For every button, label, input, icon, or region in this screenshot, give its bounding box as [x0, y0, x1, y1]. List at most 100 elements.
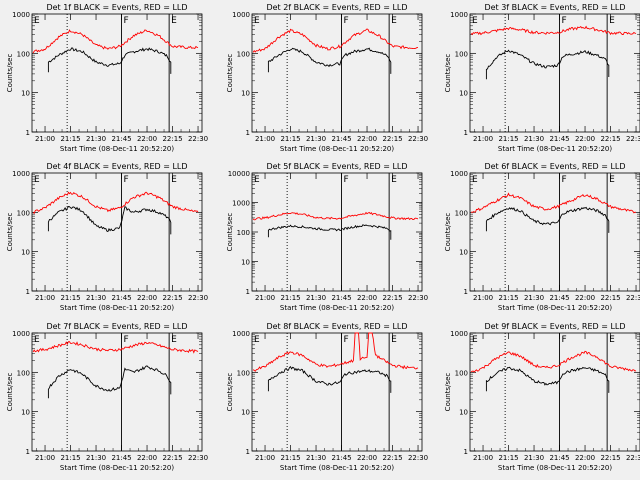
lld-series-line: [252, 28, 418, 53]
marker-label: F: [344, 175, 349, 185]
x-tick-label: 22:15: [382, 294, 402, 302]
chart-panel-4: Det 4f BLACK = Events, RED = LLD 1 10 100 10…: [6, 162, 208, 312]
x-tick-label: 22:30: [188, 135, 208, 143]
x-tick-label: 21:30: [524, 454, 544, 462]
x-tick-label: 22:30: [188, 294, 208, 302]
lld-series-line: [32, 341, 199, 354]
lld-series-line: [470, 192, 637, 214]
lld-series-line: [470, 350, 637, 373]
y-tick-label: 100: [237, 369, 250, 377]
x-tick-label: 22:15: [600, 135, 620, 143]
y-tick-label: 1000: [232, 11, 250, 19]
chart-panel-5: Det 5f BLACK = Events, RED = LLD 1 10 100 10…: [226, 162, 428, 312]
chart-title: Det 2f BLACK = Events, RED = LLD: [266, 3, 407, 12]
chart-title: Det 1f BLACK = Events, RED = LLD: [46, 3, 187, 12]
x-tick-label: 22:00: [357, 294, 377, 302]
plot-frame: [251, 332, 423, 452]
x-axis-label: Start Time (08-Dec-11 20:52:20): [60, 464, 174, 472]
y-tick-label: 10: [459, 90, 468, 98]
y-tick-label: 100: [455, 50, 468, 58]
x-tick-label: 21:45: [111, 294, 131, 302]
y-tick-label: 100: [17, 50, 30, 58]
x-tick-label: 21:15: [280, 454, 300, 462]
chart-title: Det 6f BLACK = Events, RED = LLD: [484, 162, 625, 171]
marker-label: E: [254, 16, 260, 26]
x-axis-label: Start Time (08-Dec-11 20:52:20): [60, 304, 174, 312]
x-tick-label: 22:00: [137, 454, 157, 462]
marker-label: F: [344, 335, 349, 345]
x-tick-label: 21:00: [35, 454, 55, 462]
marker-label: E: [472, 335, 478, 345]
marker-label: E: [472, 16, 478, 26]
y-tick-label: 10: [241, 409, 250, 417]
marker-label: E: [391, 335, 397, 345]
marker-label: E: [34, 16, 40, 26]
plot-frame: [469, 332, 640, 452]
y-tick-label: 100: [17, 369, 30, 377]
x-tick-label: 21:15: [498, 135, 518, 143]
y-axis-label: Counts/sec: [226, 213, 234, 252]
x-tick-label: 21:15: [280, 135, 300, 143]
y-tick-label: 1: [464, 448, 468, 456]
marker-label: E: [34, 335, 40, 345]
x-tick-label: 22:00: [137, 135, 157, 143]
x-tick-label: 21:45: [331, 454, 351, 462]
x-tick-label: 21:00: [473, 135, 493, 143]
plot-frame: [251, 172, 423, 292]
y-tick-label: 1000: [12, 11, 30, 19]
x-tick-label: 21:15: [60, 135, 80, 143]
chart-title: Det 5f BLACK = Events, RED = LLD: [266, 162, 407, 171]
x-tick-label: 21:15: [60, 294, 80, 302]
x-tick-label: 22:30: [408, 454, 428, 462]
y-tick-label: 1: [26, 288, 30, 296]
x-tick-label: 21:15: [60, 454, 80, 462]
x-tick-label: 22:30: [626, 454, 640, 462]
x-tick-label: 21:00: [473, 454, 493, 462]
x-tick-label: 22:30: [188, 454, 208, 462]
x-tick-label: 22:15: [162, 294, 182, 302]
y-axis-label: Counts/sec: [444, 213, 452, 252]
y-tick-label: 100: [455, 209, 468, 217]
x-tick-label: 22:30: [626, 294, 640, 302]
marker-label: E: [171, 16, 177, 26]
marker-label: E: [609, 16, 615, 26]
y-tick-label: 10: [459, 409, 468, 417]
x-axis-label: Start Time (08-Dec-11 20:52:20): [498, 304, 612, 312]
y-axis-label: Counts/sec: [6, 54, 14, 93]
lld-series-line: [252, 332, 419, 372]
y-tick-label: 1: [464, 288, 468, 296]
x-tick-label: 21:00: [255, 135, 275, 143]
marker-label: E: [171, 335, 177, 345]
x-tick-label: 21:45: [111, 135, 131, 143]
plot-frame: [31, 332, 203, 452]
x-tick-label: 22:00: [575, 454, 595, 462]
x-tick-label: 21:15: [498, 294, 518, 302]
y-axis-label: Counts/sec: [444, 373, 452, 412]
marker-label: F: [124, 16, 129, 26]
y-axis-label: Counts/sec: [6, 213, 14, 252]
marker-label: E: [34, 175, 40, 185]
x-tick-label: 22:00: [137, 294, 157, 302]
y-tick-label: 100: [237, 50, 250, 58]
marker-label: E: [609, 335, 615, 345]
y-tick-label: 1000: [232, 200, 250, 208]
x-tick-label: 21:15: [498, 454, 518, 462]
x-tick-label: 22:15: [600, 454, 620, 462]
x-axis-label: Start Time (08-Dec-11 20:52:20): [280, 464, 394, 472]
y-axis-label: Counts/sec: [444, 54, 452, 93]
x-tick-label: 21:00: [35, 294, 55, 302]
y-tick-label: 1000: [450, 11, 468, 19]
marker-label: E: [254, 335, 260, 345]
lld-series-line: [32, 191, 199, 215]
marker-label: F: [562, 335, 567, 345]
x-tick-label: 22:15: [382, 135, 402, 143]
events-series-line: [485, 49, 610, 80]
x-axis-label: Start Time (08-Dec-11 20:52:20): [60, 145, 174, 153]
x-tick-label: 21:15: [280, 294, 300, 302]
x-tick-label: 22:30: [408, 294, 428, 302]
events-series-line: [47, 365, 172, 399]
y-tick-label: 10: [21, 90, 30, 98]
y-tick-label: 1: [246, 129, 250, 137]
y-tick-label: 10: [21, 249, 30, 257]
lld-series-line: [470, 25, 637, 36]
